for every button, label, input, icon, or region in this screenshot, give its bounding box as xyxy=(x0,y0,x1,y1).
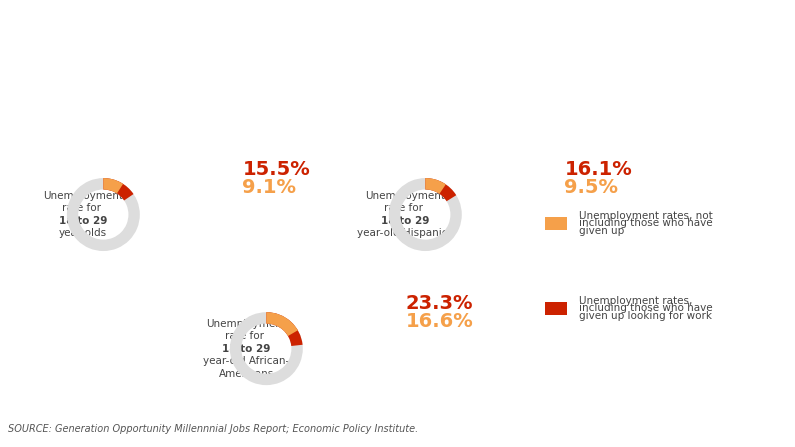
Text: 18 to 29: 18 to 29 xyxy=(59,216,107,226)
Text: rate for: rate for xyxy=(62,203,104,213)
FancyBboxPatch shape xyxy=(545,217,567,230)
Text: 15.5%: 15.5% xyxy=(242,160,310,179)
Text: given up: given up xyxy=(579,226,624,236)
Text: given up looking for work: given up looking for work xyxy=(579,311,712,320)
Text: rate for: rate for xyxy=(225,331,267,341)
Text: including those who have: including those who have xyxy=(579,219,712,228)
Text: year-old Hispanics: year-old Hispanics xyxy=(357,228,453,238)
Text: 9.1%: 9.1% xyxy=(242,178,297,197)
Text: year-olds: year-olds xyxy=(59,228,107,238)
Text: 23.3%: 23.3% xyxy=(405,295,473,313)
Text: 18 to 29: 18 to 29 xyxy=(222,344,270,354)
Text: Unemployment rates,: Unemployment rates, xyxy=(579,296,692,306)
Text: Unemployment: Unemployment xyxy=(43,191,123,201)
Text: year-old African-: year-old African- xyxy=(203,356,289,366)
Text: Unemployment: Unemployment xyxy=(365,191,445,201)
Text: Unemployment rates, not: Unemployment rates, not xyxy=(579,211,712,221)
Text: 18 to 29: 18 to 29 xyxy=(381,216,429,226)
Text: Americans: Americans xyxy=(219,369,273,379)
Text: SOURCE: Generation Opportunity Millennnial Jobs Report; Economic Policy Institut: SOURCE: Generation Opportunity Millennni… xyxy=(8,424,418,434)
FancyBboxPatch shape xyxy=(545,302,567,315)
Text: including those who have: including those who have xyxy=(579,304,712,313)
Text: 16.1%: 16.1% xyxy=(564,160,632,179)
Text: rate for: rate for xyxy=(384,203,426,213)
Text: 16.6%: 16.6% xyxy=(405,312,473,331)
Text: 9.5%: 9.5% xyxy=(564,178,619,197)
Text: Unemployment: Unemployment xyxy=(206,319,286,329)
